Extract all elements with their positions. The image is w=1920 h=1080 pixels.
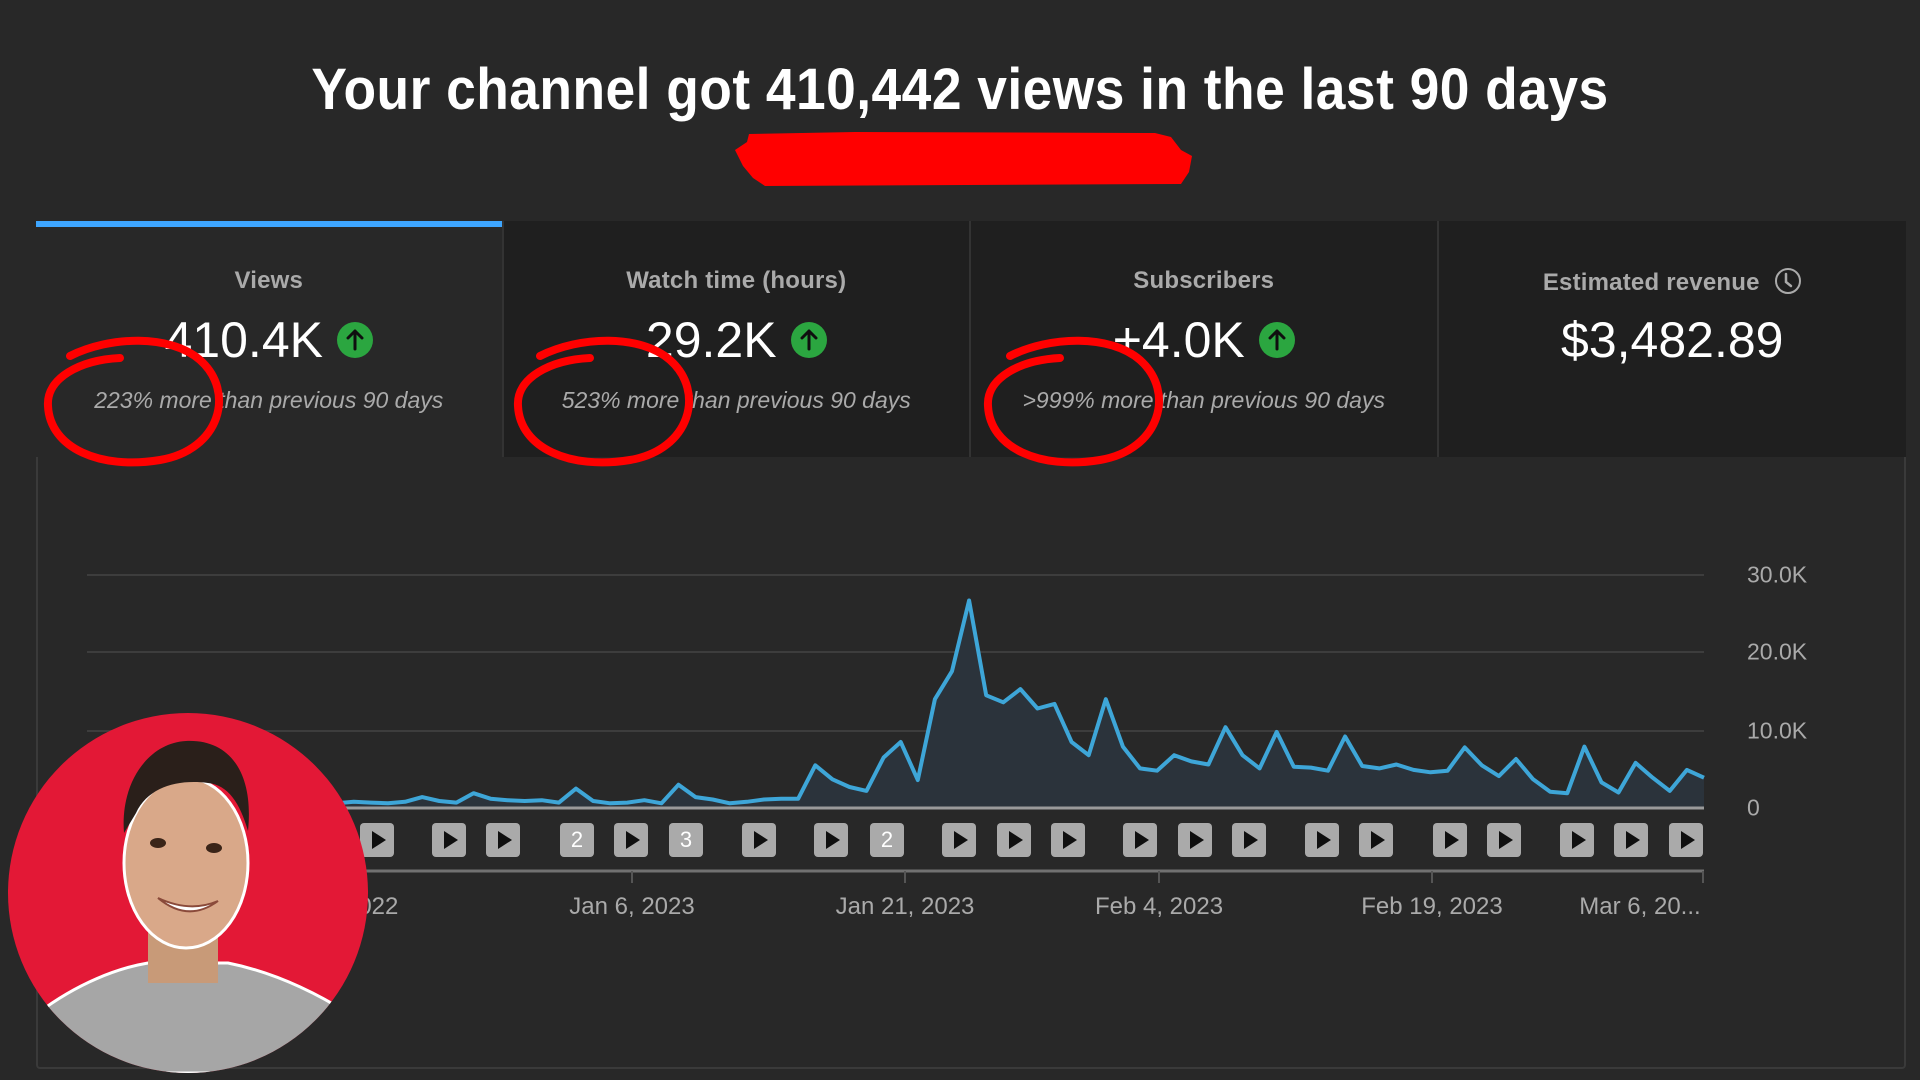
video-marker[interactable] <box>1359 823 1393 857</box>
subscribers-comparison: >999% more than previous 90 days <box>1022 387 1385 413</box>
avatar <box>8 713 368 1073</box>
play-icon <box>1244 831 1258 849</box>
video-marker[interactable] <box>614 823 648 857</box>
video-marker[interactable] <box>1669 823 1703 857</box>
play-icon <box>1445 831 1459 849</box>
play-icon <box>1135 831 1149 849</box>
tab-subscribers[interactable]: Subscribers +4.0K >999% more than previo… <box>971 221 1439 457</box>
play-icon <box>498 831 512 849</box>
video-marker[interactable] <box>1051 823 1085 857</box>
clock-icon[interactable] <box>1774 267 1802 302</box>
video-marker[interactable] <box>814 823 848 857</box>
subscribers-title: Subscribers <box>1133 267 1275 294</box>
video-marker[interactable] <box>1178 823 1212 857</box>
video-marker[interactable] <box>1232 823 1266 857</box>
revenue-title: Estimated revenue <box>1542 269 1760 296</box>
revenue-value: $3,482.89 <box>1561 312 1784 368</box>
video-group-marker[interactable]: 2 <box>870 823 904 857</box>
play-icon <box>1572 831 1586 849</box>
play-icon <box>372 831 386 849</box>
arrow-up-circle-icon <box>790 322 827 358</box>
video-group-marker[interactable]: 2 <box>560 823 594 857</box>
video-marker[interactable] <box>942 823 976 857</box>
play-icon <box>1626 831 1640 849</box>
video-marker[interactable] <box>1614 823 1648 857</box>
play-icon <box>1681 831 1695 849</box>
play-icon <box>1499 831 1513 849</box>
watch-time-comparison: 523% more than previous 90 days <box>561 387 911 413</box>
play-icon <box>626 831 640 849</box>
metric-tabs: Views 410.4K 223% more than previous 90 … <box>36 221 1906 457</box>
person-avatar-icon <box>8 740 368 1073</box>
tab-views[interactable]: Views 410.4K 223% more than previous 90 … <box>36 221 504 457</box>
arrow-up-circle-icon <box>336 322 373 358</box>
video-marker[interactable] <box>1560 823 1594 857</box>
views-title: Views <box>234 267 304 294</box>
video-group-marker[interactable]: 3 <box>669 823 703 857</box>
video-marker[interactable] <box>1123 823 1157 857</box>
video-marker[interactable] <box>997 823 1031 857</box>
views-comparison: 223% more than previous 90 days <box>94 387 444 413</box>
video-marker[interactable] <box>742 823 776 857</box>
red-underline-annotation <box>735 132 1192 186</box>
play-icon <box>1009 831 1023 849</box>
video-marker[interactable] <box>1487 823 1521 857</box>
watch-time-title: Watch time (hours) <box>626 267 847 294</box>
headline: Your channel got 410,442 views in the la… <box>311 57 1609 122</box>
tab-estimated-revenue[interactable]: Estimated revenue $3,482.89 <box>1438 221 1906 457</box>
subscribers-value: +4.0K <box>1112 312 1245 368</box>
video-marker[interactable] <box>1433 823 1467 857</box>
video-marker[interactable] <box>432 823 466 857</box>
play-icon <box>1317 831 1331 849</box>
video-marker[interactable] <box>360 823 394 857</box>
views-value: 410.4K <box>164 312 323 368</box>
play-icon <box>1190 831 1204 849</box>
play-icon <box>1371 831 1385 849</box>
watch-time-value: 29.2K <box>645 312 777 368</box>
play-icon <box>826 831 840 849</box>
play-icon <box>954 831 968 849</box>
arrow-up-circle-icon <box>1258 322 1295 358</box>
tab-watch-time[interactable]: Watch time (hours) 29.2K 523% more than … <box>503 221 971 457</box>
video-marker[interactable] <box>1305 823 1339 857</box>
play-icon <box>754 831 768 849</box>
play-icon <box>1063 831 1077 849</box>
video-marker[interactable] <box>486 823 520 857</box>
play-icon <box>444 831 458 849</box>
